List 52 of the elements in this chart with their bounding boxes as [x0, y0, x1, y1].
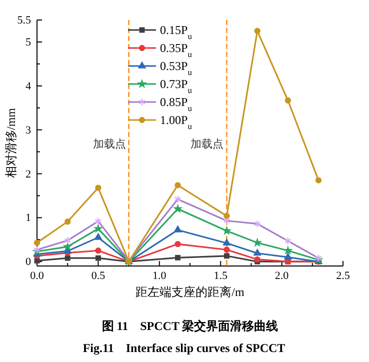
- point: [222, 238, 231, 246]
- point: [254, 256, 260, 262]
- point: [64, 255, 70, 261]
- ref-line-label: 加载点: [190, 137, 224, 150]
- point: [174, 240, 181, 248]
- x-tick-label: 1.0: [152, 270, 167, 282]
- point: [64, 218, 71, 225]
- legend-label: 0.15P$_{u}$: [160, 23, 193, 40]
- legend-label: 0.73P$_{u}$: [160, 77, 193, 94]
- point: [224, 212, 230, 220]
- point: [95, 255, 101, 261]
- text: Fig.11 Interface slip curves of SPCCT: [82, 341, 286, 355]
- x-tick-label: 0.5: [91, 270, 106, 282]
- x-tick-label: 0.0: [30, 270, 44, 282]
- legend-label: 0.53P$_{u}$: [160, 59, 193, 76]
- y-tick-label: 2: [26, 168, 31, 180]
- point: [284, 252, 292, 260]
- legend-label: 0.85P$_{u}$: [160, 95, 193, 112]
- y-tick-label: 5.5: [17, 14, 32, 27]
- text: 图 11 SPCCT 梁交界面滑移曲线: [102, 319, 278, 333]
- point: [62, 242, 73, 251]
- point: [222, 226, 232, 236]
- ref-line-label: 加载点: [92, 137, 126, 150]
- y-tick-label: 0: [26, 256, 32, 268]
- point: [254, 28, 260, 34]
- point: [175, 254, 180, 260]
- x-axis-title: 距左端支座的距离/m: [136, 285, 245, 299]
- point: [284, 97, 292, 104]
- point: [252, 238, 262, 247]
- x-tick-label: 2.0: [274, 270, 290, 282]
- point: [224, 246, 230, 253]
- point: [283, 245, 293, 255]
- point: [315, 177, 322, 184]
- legend-label: 0.35P$_{u}$: [160, 41, 193, 58]
- legend-label: 1.00P$_{u}$: [160, 113, 193, 130]
- x-tick-label: 1.5: [214, 270, 228, 282]
- point: [174, 225, 182, 232]
- point: [95, 184, 102, 191]
- x-tick-label: 2.5: [336, 270, 350, 282]
- point: [95, 248, 102, 254]
- y-tick-label: 4: [26, 80, 32, 92]
- y-tick-label: 1: [26, 212, 31, 224]
- point: [34, 240, 40, 246]
- y-tick-label: 5: [26, 36, 32, 48]
- point: [94, 232, 102, 240]
- point: [253, 248, 262, 256]
- point: [174, 182, 181, 188]
- point: [224, 253, 230, 259]
- point: [172, 204, 183, 214]
- y-axis-title: 相对滑移/mm: [4, 107, 18, 178]
- y-tick-label: 3: [26, 124, 32, 136]
- point: [93, 223, 104, 233]
